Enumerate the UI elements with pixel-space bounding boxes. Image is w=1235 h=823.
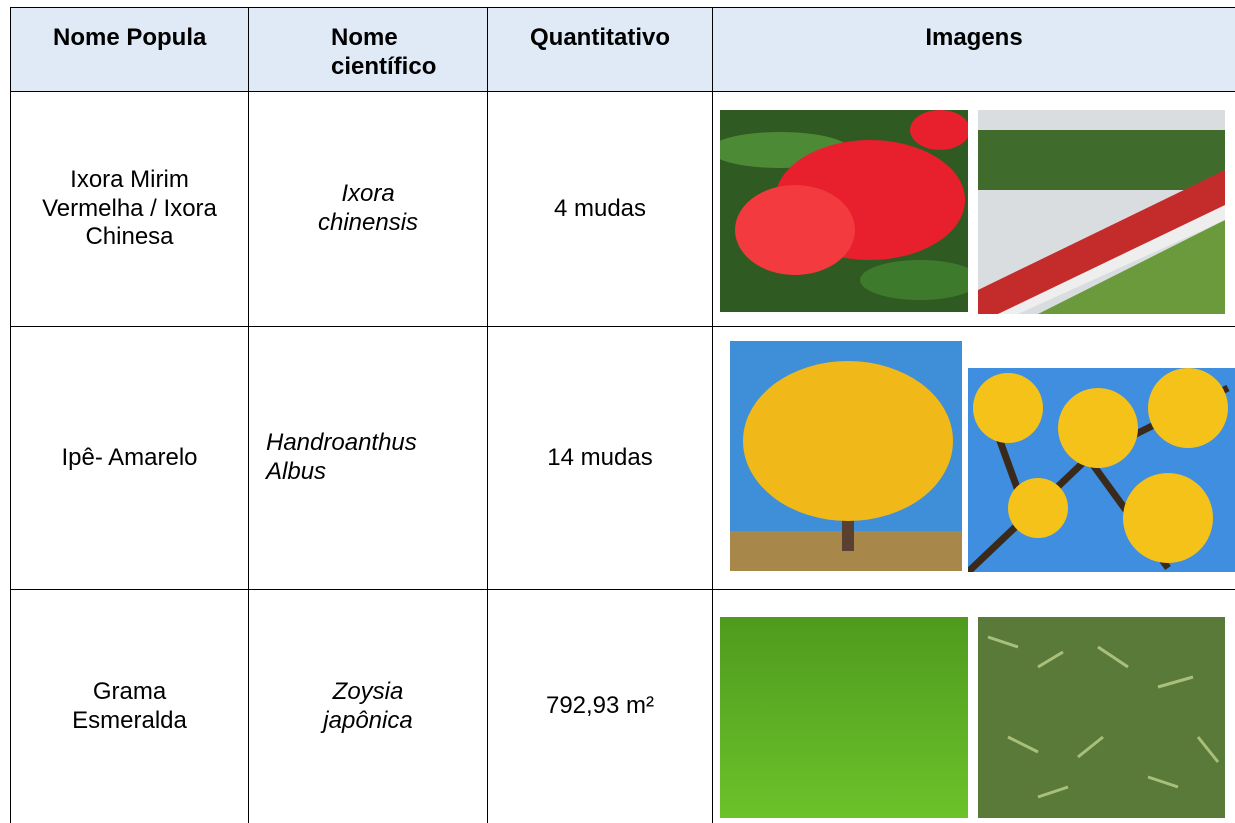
cell: Handroanthus Albus (248, 326, 487, 589)
header-cell: Nome científico (248, 7, 487, 91)
header-cell: Imagens (712, 7, 1235, 91)
cell: Grama Esmeralda (10, 589, 248, 823)
header-cell: Nome Popula (10, 7, 248, 91)
photo (720, 110, 968, 312)
cell: Zoysia japônica (248, 589, 487, 823)
cell-text: Zoysia japônica (323, 677, 413, 734)
cell: Ixora Mirim Vermelha / Ixora Chinesa (10, 91, 248, 326)
cell: Ipê- Amarelo (10, 326, 248, 589)
cell-text: Ixora Mirim Vermelha / Ixora Chinesa (42, 165, 217, 251)
cell: 14 mudas (487, 326, 712, 589)
cell-text: Ipê- Amarelo (61, 443, 198, 471)
cell-text: 4 mudas (553, 194, 647, 222)
header-text: Quantitativo (529, 24, 670, 51)
header-cell: Quantitativo (487, 7, 712, 91)
cell: 4 mudas (487, 91, 712, 326)
photo (730, 341, 962, 571)
photo (978, 110, 1225, 314)
header-text: Nome científico (331, 24, 437, 80)
cell-text: Handroanthus Albus (266, 429, 417, 485)
cell-text: 792,93 m² (545, 692, 655, 720)
photo (720, 617, 968, 818)
cell: Ixora chinensis (248, 91, 487, 326)
cell (712, 589, 1235, 823)
header-text: Nome Popula (53, 24, 207, 51)
cell (712, 91, 1235, 326)
cell: 792,93 m² (487, 589, 712, 823)
cell (712, 326, 1235, 589)
photo (978, 617, 1225, 818)
photo (968, 368, 1235, 572)
cell-text: 14 mudas (547, 443, 653, 471)
cell-text: Ixora chinensis (317, 180, 419, 236)
border (10, 7, 11, 823)
header-text: Imagens (925, 24, 1023, 51)
cell-text: Grama Esmeralda (72, 677, 187, 734)
